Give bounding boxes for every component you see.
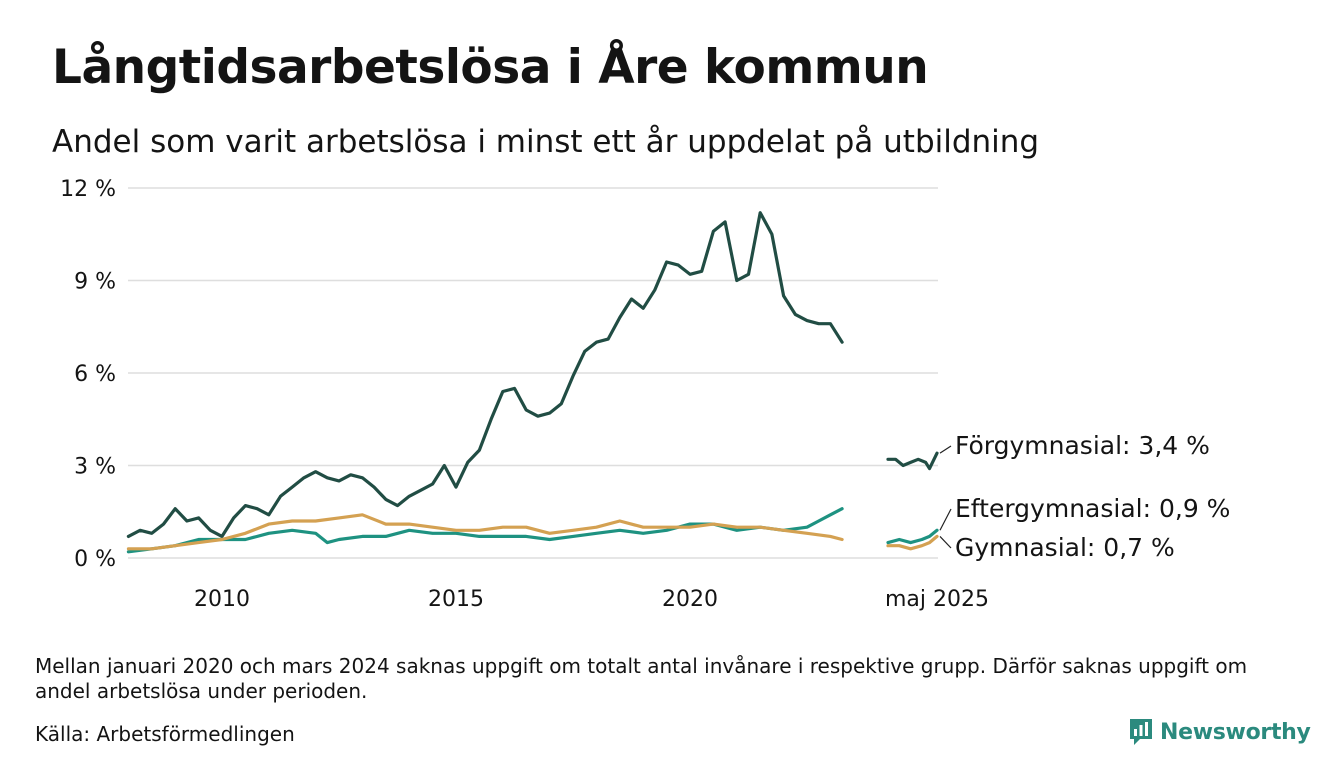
- brand-logo: Newsworthy: [1128, 717, 1311, 747]
- chart-subtitle: Andel som varit arbetslösa i minst ett å…: [52, 124, 1040, 160]
- x-tick-label: 2020: [662, 587, 718, 612]
- series-line-gymnasial: [126, 513, 844, 551]
- grid-lines: [128, 187, 938, 559]
- series-end-labels: Förgymnasial: 3,4 % Eftergymnasial: 0,9 %…: [939, 431, 1230, 562]
- y-tick-label: 6 %: [74, 362, 116, 387]
- x-tick-label: 2015: [428, 587, 484, 612]
- y-axis-ticks: 0 % 3 % 6 % 9 % 12 %: [60, 177, 116, 572]
- series-line-2025-eftergymnasial: [886, 528, 939, 545]
- bar-chart-logo-icon: [1130, 719, 1152, 745]
- series-line-2025-gymnasial: [886, 534, 939, 551]
- y-tick-label: 3 %: [74, 455, 116, 480]
- footnote: Mellan januari 2020 och mars 2024 saknas…: [35, 654, 1248, 703]
- series-end-label: Förgymnasial: 3,4 %: [955, 431, 1210, 460]
- y-tick-label: 12 %: [60, 177, 116, 202]
- source-text: Källa: Arbetsförmedlingen: [35, 722, 295, 746]
- brand-name: Newsworthy: [1160, 719, 1311, 745]
- series-lines: [126, 211, 939, 554]
- x-tick-label: maj 2025: [885, 587, 989, 612]
- series-end-label: Gymnasial: 0,7 %: [955, 533, 1175, 562]
- label-connector: [939, 536, 952, 549]
- label-connector: [939, 508, 952, 531]
- chart-title: Långtidsarbetslösa i Åre kommun: [52, 40, 929, 95]
- y-tick-label: 9 %: [74, 270, 116, 295]
- label-connector: [939, 445, 952, 454]
- series-line-2025-förgymnasial: [886, 451, 939, 471]
- series-line-förgymnasial: [126, 211, 844, 539]
- line-chart: 0 % 3 % 6 % 9 % 12 % 2010 2015 2020 maj 2025 Fö…: [60, 177, 1230, 612]
- x-tick-label: 2010: [194, 587, 250, 612]
- y-tick-label: 0 %: [74, 547, 116, 572]
- series-end-label: Eftergymnasial: 0,9 %: [955, 494, 1230, 523]
- x-axis-ticks: 2010 2015 2020 maj 2025: [194, 587, 989, 612]
